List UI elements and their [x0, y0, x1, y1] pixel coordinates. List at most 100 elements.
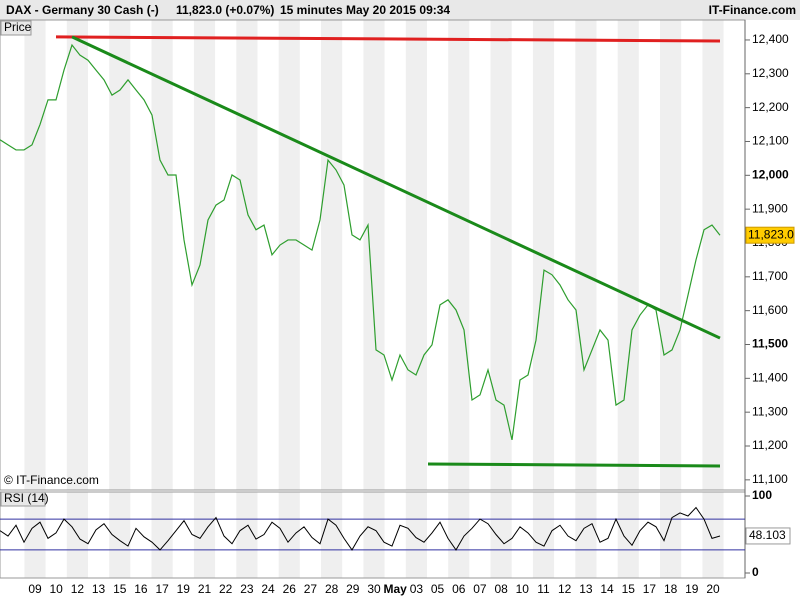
day-band [278, 492, 300, 578]
trend-line [71, 35, 721, 340]
day-band [448, 20, 470, 490]
day-band [405, 492, 427, 578]
day-bands [24, 20, 724, 578]
price-line [0, 43, 721, 441]
day-band [109, 20, 131, 490]
day-band [617, 20, 639, 490]
y-tick-label: 100 [752, 488, 772, 502]
instrument: DAX - Germany 30 Cash (-) [6, 3, 159, 17]
x-tick-label: 03 [410, 582, 424, 596]
day-band [236, 492, 258, 578]
day-band [151, 492, 173, 578]
x-tick-label: 18 [664, 582, 678, 596]
day-band [490, 492, 512, 578]
y-tick-label: 11,900 [752, 201, 788, 215]
day-band [193, 492, 216, 578]
day-band [660, 20, 682, 490]
x-tick-label: 29 [346, 582, 360, 596]
quote: 11,823.0 (+0.07%) [176, 3, 274, 17]
last-rsi-label: 48.103 [749, 528, 786, 542]
day-band [617, 492, 639, 578]
rsi-line [0, 506, 721, 551]
y-tick-label: 11,700 [752, 269, 788, 283]
x-tick-label: 16 [134, 582, 148, 596]
x-tick-label: 12 [71, 582, 85, 596]
day-band [278, 20, 300, 490]
y-tick-label: 0 [752, 565, 759, 579]
day-band [66, 20, 88, 490]
interval: 15 minutes [280, 3, 343, 17]
y-tick-label: 11,300 [752, 404, 788, 418]
x-tick-label: 13 [92, 582, 106, 596]
last-rsi-box [745, 527, 791, 545]
x-tick-label: 15 [113, 582, 127, 596]
x-tick-label: 23 [240, 582, 254, 596]
day-band [151, 20, 173, 490]
y-tick-label: 11,400 [752, 371, 788, 385]
day-band [321, 492, 343, 578]
x-tick-label: 24 [261, 582, 275, 596]
day-band [236, 20, 258, 490]
y-tick-label: 12,000 [752, 167, 789, 181]
x-tick-label: 30 [367, 582, 381, 596]
x-tick-label: 07 [473, 582, 487, 596]
panel-label-box [0, 491, 46, 507]
brand: IT-Finance.com [709, 3, 796, 17]
x-tick-label: 26 [283, 582, 297, 596]
y-tick-label: 11,500 [752, 337, 788, 351]
x-tick-label: 13 [579, 582, 593, 596]
day-band [448, 492, 470, 578]
x-tick-label: 09 [28, 582, 42, 596]
day-band [363, 20, 385, 490]
day-band [363, 492, 385, 578]
x-tick-label: 12 [558, 582, 572, 596]
x-tick-label: 05 [431, 582, 445, 596]
timestamp: May 20 2015 09:34 [346, 3, 450, 17]
copyright: © IT-Finance.com [4, 473, 99, 487]
x-tick-label: 06 [452, 582, 466, 596]
x-tick-label: 20 [706, 582, 720, 596]
day-band [575, 492, 597, 578]
day-band [109, 492, 131, 578]
x-tick-label: 27 [304, 582, 318, 596]
day-band [532, 492, 555, 578]
x-tick-label: May [384, 582, 408, 596]
x-tick-label: 10 [516, 582, 530, 596]
day-band [405, 20, 427, 490]
trend-line [427, 462, 721, 468]
x-tick-label: 17 [155, 582, 169, 596]
panel-label-box [0, 20, 32, 36]
y-tick-label: 11,200 [752, 438, 788, 452]
x-tick-label: 08 [494, 582, 508, 596]
y-tick-label: 12,100 [752, 134, 789, 148]
x-tick-label: 21 [198, 582, 212, 596]
day-band [575, 20, 597, 490]
last-price-box [745, 226, 795, 244]
day-band [702, 492, 724, 578]
x-tick-label: 19 [177, 582, 191, 596]
day-band [660, 492, 682, 578]
y-tick-label: 12,200 [752, 100, 789, 114]
trend-line [55, 35, 721, 43]
y-tick-label: 12,400 [752, 32, 789, 46]
y-tick-label: 11,600 [752, 303, 788, 317]
panel-label: Price [4, 20, 32, 34]
x-tick-label: 17 [643, 582, 657, 596]
panel-label: RSI (14) [4, 491, 49, 505]
y-tick-label: 11,100 [752, 472, 788, 486]
header-bar [0, 0, 800, 20]
day-band [702, 20, 724, 490]
x-tick-label: 15 [622, 582, 636, 596]
day-band [321, 20, 343, 490]
day-band [193, 20, 216, 490]
day-band [490, 20, 512, 490]
x-tick-label: 28 [325, 582, 339, 596]
y-tick-label: 12,300 [752, 66, 789, 80]
x-tick-label: 14 [600, 582, 614, 596]
x-tick-label: 19 [685, 582, 699, 596]
day-band [24, 20, 46, 490]
x-tick-label: 11 [537, 582, 550, 596]
day-band [24, 492, 46, 578]
x-tick-label: 22 [219, 582, 233, 596]
